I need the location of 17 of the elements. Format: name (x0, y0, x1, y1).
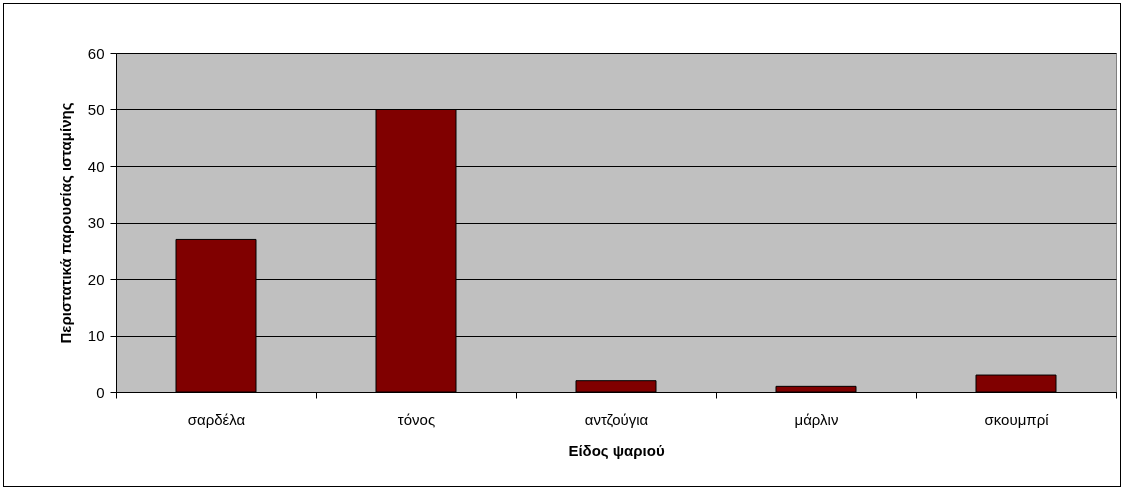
x-axis-title: Είδος ψαριού (568, 441, 665, 459)
y-tick-label: 20 (87, 270, 105, 288)
bar (975, 374, 1057, 393)
y-tick-label: 50 (87, 101, 105, 118)
y-tick-label: 40 (87, 157, 105, 175)
bar (575, 380, 657, 393)
x-tick-label: σαρδέλα (187, 410, 246, 428)
x-tick-label: σκουμπρί (984, 410, 1050, 428)
y-tick-label: 0 (96, 383, 105, 401)
y-axis-title: Περιστατικά παρουσίας ισταμίνης (56, 102, 74, 344)
x-tick-label: αντζούγια (584, 410, 649, 428)
bar (775, 385, 857, 393)
x-tick-label: μάρλιν (794, 410, 839, 428)
y-tick-label: 10 (87, 327, 105, 344)
y-tick-label: 60 (87, 44, 105, 62)
y-tick-label: 30 (87, 214, 105, 231)
x-tick-label: τόνος (397, 410, 436, 428)
